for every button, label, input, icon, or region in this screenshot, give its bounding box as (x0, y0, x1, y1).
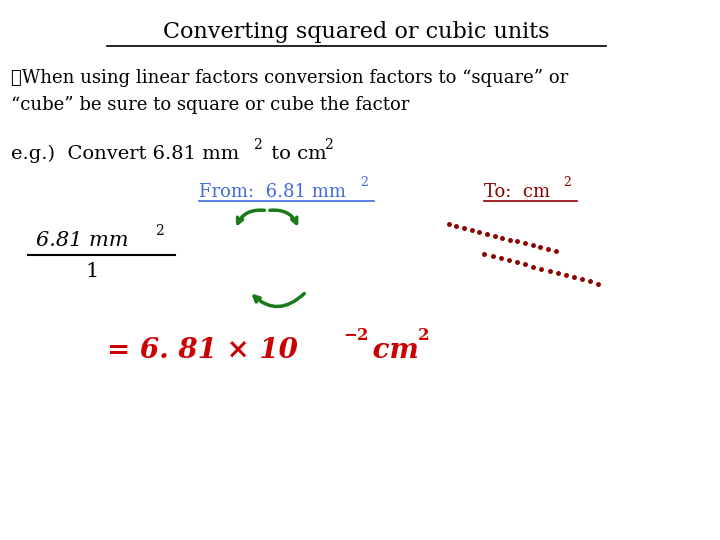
Text: cm: cm (364, 338, 419, 364)
Text: 6.81 mm: 6.81 mm (35, 231, 128, 250)
Text: 1: 1 (86, 261, 99, 281)
Text: e.g.)  Convert 6.81 mm: e.g.) Convert 6.81 mm (11, 145, 239, 163)
Text: 2: 2 (418, 327, 430, 345)
Text: 2: 2 (253, 138, 261, 152)
Text: From:  6.81 mm: From: 6.81 mm (199, 183, 346, 201)
Text: 2: 2 (563, 176, 571, 189)
Text: 2: 2 (156, 224, 164, 238)
Text: To:  cm: To: cm (485, 183, 551, 201)
Text: to cm: to cm (265, 145, 327, 163)
Text: Converting squared or cubic units: Converting squared or cubic units (163, 22, 549, 43)
Text: 2: 2 (324, 138, 333, 152)
Text: = 6. 81 × 10: = 6. 81 × 10 (107, 338, 298, 364)
Text: “cube” be sure to square or cube the factor: “cube” be sure to square or cube the fac… (11, 96, 409, 114)
Text: ➤When using linear factors conversion factors to “square” or: ➤When using linear factors conversion fa… (11, 69, 568, 87)
Text: 2: 2 (360, 176, 368, 189)
Text: −2: −2 (343, 327, 369, 345)
